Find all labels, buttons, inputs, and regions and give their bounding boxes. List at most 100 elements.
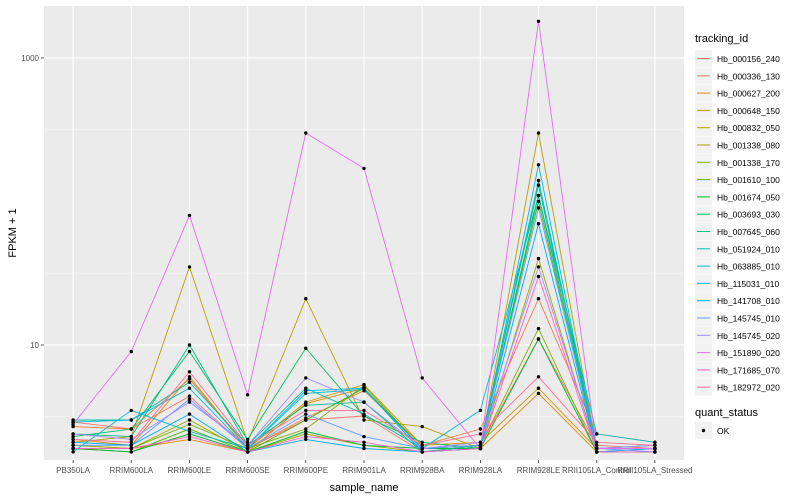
data-point-Hb_063885_010-RRIM928LE xyxy=(536,193,541,198)
legend-item-Hb_182972_020: Hb_182972_020 xyxy=(695,378,780,396)
legend-item-Hb_001338_080: Hb_001338_080 xyxy=(695,136,780,154)
legend: tracking_id Hb_000156_240 Hb_000336_130 Hb_… xyxy=(695,33,780,439)
x-tick-label: RRII105LA_Control xyxy=(562,466,632,475)
data-point-Hb_003693_030-RRIM928BA xyxy=(420,440,424,444)
data-point-Hb_051924_010-RRIM600LE xyxy=(187,380,192,384)
legend-item-label: Hb_151890_020 xyxy=(717,348,780,358)
data-point-Hb_115031_010-RRIM600PE xyxy=(304,389,308,393)
data-point-Hb_141708_010-RRIM600LE xyxy=(187,412,192,416)
data-point-Hb_063885_010-RRIM600PE xyxy=(304,391,308,396)
legend-item-label: Hb_000156_240 xyxy=(717,54,780,64)
data-point-Hb_001610_100-RRIM600LE xyxy=(187,427,192,431)
data-point-Hb_001338_170-RRIM928LE xyxy=(536,326,541,331)
data-point-Hb_000832_050-RRIM600LE xyxy=(187,265,192,269)
data-point-Hb_151890_020-RRIM901LA xyxy=(362,166,366,171)
data-point-Hb_151890_020-RRIM600SE xyxy=(245,393,250,397)
x-tick-label: RRIM600SE xyxy=(225,466,269,475)
series-points xyxy=(71,19,657,454)
x-tick-label: PB350LA xyxy=(56,466,90,475)
data-point-Hb_007645_060-RRIM928LE xyxy=(536,183,541,187)
data-point-Hb_171685_070-RRIM600SE xyxy=(245,450,250,454)
data-point-Hb_000648_150-RRIM600LE xyxy=(187,375,192,379)
data-point-Hb_182972_020-RRIM600LE xyxy=(187,370,192,374)
data-point-Hb_115031_010-RRIM600LE xyxy=(187,386,192,390)
data-point-Hb_182972_020-RRIM600SE xyxy=(245,443,250,447)
y-axis: 10 1000 xyxy=(21,54,44,350)
data-point-Hb_151890_020-RRIM928BA xyxy=(420,376,424,380)
data-point-Hb_063885_010-RRII105LA_Stressed xyxy=(653,440,657,444)
data-point-Hb_115031_010-RRIM901LA xyxy=(362,386,366,390)
data-point-Hb_007645_060-RRIM600LE xyxy=(187,343,192,347)
data-point-Hb_145745_010-RRIM600LA xyxy=(129,443,133,447)
data-point-Hb_000648_150-RRIM928LE xyxy=(536,386,541,390)
data-point-Hb_115031_010-RRIM928LE xyxy=(536,163,541,167)
data-point-Hb_145745_010-PB350LA xyxy=(71,443,75,447)
data-point-Hb_003693_030-RRIM600LA xyxy=(129,427,133,431)
legend-item-label: Hb_000832_050 xyxy=(717,123,780,133)
data-point-Hb_145745_020-PB350LA xyxy=(71,432,75,436)
legend-item-label: Hb_001338_170 xyxy=(717,158,780,168)
legend-item-label: Hb_141708_010 xyxy=(717,296,780,306)
legend-item-label: OK xyxy=(717,426,730,436)
data-point-Hb_171685_070-RRIM600LE xyxy=(187,434,192,439)
data-point-Hb_001610_100-RRIM600PE xyxy=(304,418,308,422)
data-point-Hb_001338_170-RRIM600PE xyxy=(304,427,308,431)
data-point-Hb_001674_050-RRIM928LE xyxy=(536,337,541,341)
data-point-Hb_145745_020-RRIM600PE xyxy=(304,376,308,380)
data-point-Hb_063885_010-RRII105LA_Control xyxy=(595,432,599,436)
data-point-Hb_001338_080-RRIM600PE xyxy=(304,432,308,436)
x-tick-label: RRII105LA_Stressed xyxy=(617,466,692,475)
data-point-Hb_145745_010-RRIM600PE xyxy=(304,412,308,416)
data-point-Hb_182972_020-RRIM901LA xyxy=(362,408,366,413)
data-point-Hb_171685_070-RRIM928BA xyxy=(420,450,424,454)
data-point-Hb_001338_080-RRIM928LE xyxy=(536,256,541,261)
data-point-Hb_001674_050-RRIM901LA xyxy=(362,443,366,447)
data-point-Hb_145745_020-RRIM928LA xyxy=(478,440,483,444)
data-point-Hb_141708_010-RRIM928LE xyxy=(536,222,541,226)
data-point-Hb_003693_030-RRIM600LE xyxy=(187,349,192,354)
legend-item-Hb_000336_130: Hb_000336_130 xyxy=(695,67,780,85)
y-tick-label: 10 xyxy=(30,341,39,350)
y-tick-label: 1000 xyxy=(21,54,39,63)
legend-item-label: Hb_001610_100 xyxy=(717,175,780,185)
data-point-Hb_063885_010-PB350LA xyxy=(71,450,75,454)
legend-item-Hb_151890_020: Hb_151890_020 xyxy=(695,344,780,362)
legend-item-label: Hb_003693_030 xyxy=(717,210,780,220)
legend-item-label: Hb_000336_130 xyxy=(717,71,780,81)
data-point-Hb_000832_050-RRIM928LE xyxy=(536,131,541,135)
data-point-Hb_171685_070-PB350LA xyxy=(71,446,75,451)
data-point-Hb_001610_100-RRIM928LE xyxy=(536,199,541,204)
data-point-Hb_000156_240-RRIM600LE xyxy=(187,394,192,398)
legend-item-label: Hb_171685_070 xyxy=(717,365,780,375)
data-point-Hb_151890_020-RRIM600LE xyxy=(187,213,192,218)
data-point-Hb_171685_070-RRIM928LA xyxy=(478,446,483,451)
legend-key-point xyxy=(701,428,706,433)
data-point-Hb_151890_020-PB350LA xyxy=(71,422,75,426)
data-point-Hb_145745_010-RRIM600SE xyxy=(245,446,250,451)
x-tick-label: RRIM928LA xyxy=(459,466,503,475)
data-point-Hb_182972_020-RRIM928BA xyxy=(420,443,424,447)
data-point-Hb_003693_030-PB350LA xyxy=(71,434,75,439)
data-point-Hb_051924_010-RRIM901LA xyxy=(362,412,366,416)
data-point-Hb_000832_050-RRIM600SE xyxy=(245,440,250,444)
legend-item-label: Hb_115031_010 xyxy=(717,279,780,289)
data-point-Hb_000648_150-RRIM600PE xyxy=(304,400,308,404)
data-point-Hb_182972_020-RRIM928LA xyxy=(478,432,483,436)
data-point-Hb_145745_020-RRIM600LE xyxy=(187,400,192,404)
data-point-Hb_001674_050-RRIM600LE xyxy=(187,432,192,436)
x-tick-label: RRIM928BA xyxy=(400,466,445,475)
legend-item-Hb_001338_170: Hb_001338_170 xyxy=(695,153,780,171)
legend-item-label: Hb_000627_200 xyxy=(717,89,780,99)
x-tick-label: RRIM600LA xyxy=(109,466,153,475)
legend-item-label: Hb_182972_020 xyxy=(717,383,780,393)
legend-item-label: Hb_145745_010 xyxy=(717,314,780,324)
legend-title-tracking-id: tracking_id xyxy=(695,33,748,45)
data-point-Hb_007645_060-RRIM600PE xyxy=(304,403,308,407)
legend-item-Hb_141708_010: Hb_141708_010 xyxy=(695,292,780,310)
data-point-Hb_145745_010-RRIM901LA xyxy=(362,434,366,439)
data-point-Hb_000627_200-RRIM600LE xyxy=(187,437,192,442)
legend-item-label: Hb_145745_020 xyxy=(717,331,780,341)
legend-item-label: Hb_001338_080 xyxy=(717,141,780,151)
data-point-Hb_171685_070-RRIM928LE xyxy=(536,274,541,279)
